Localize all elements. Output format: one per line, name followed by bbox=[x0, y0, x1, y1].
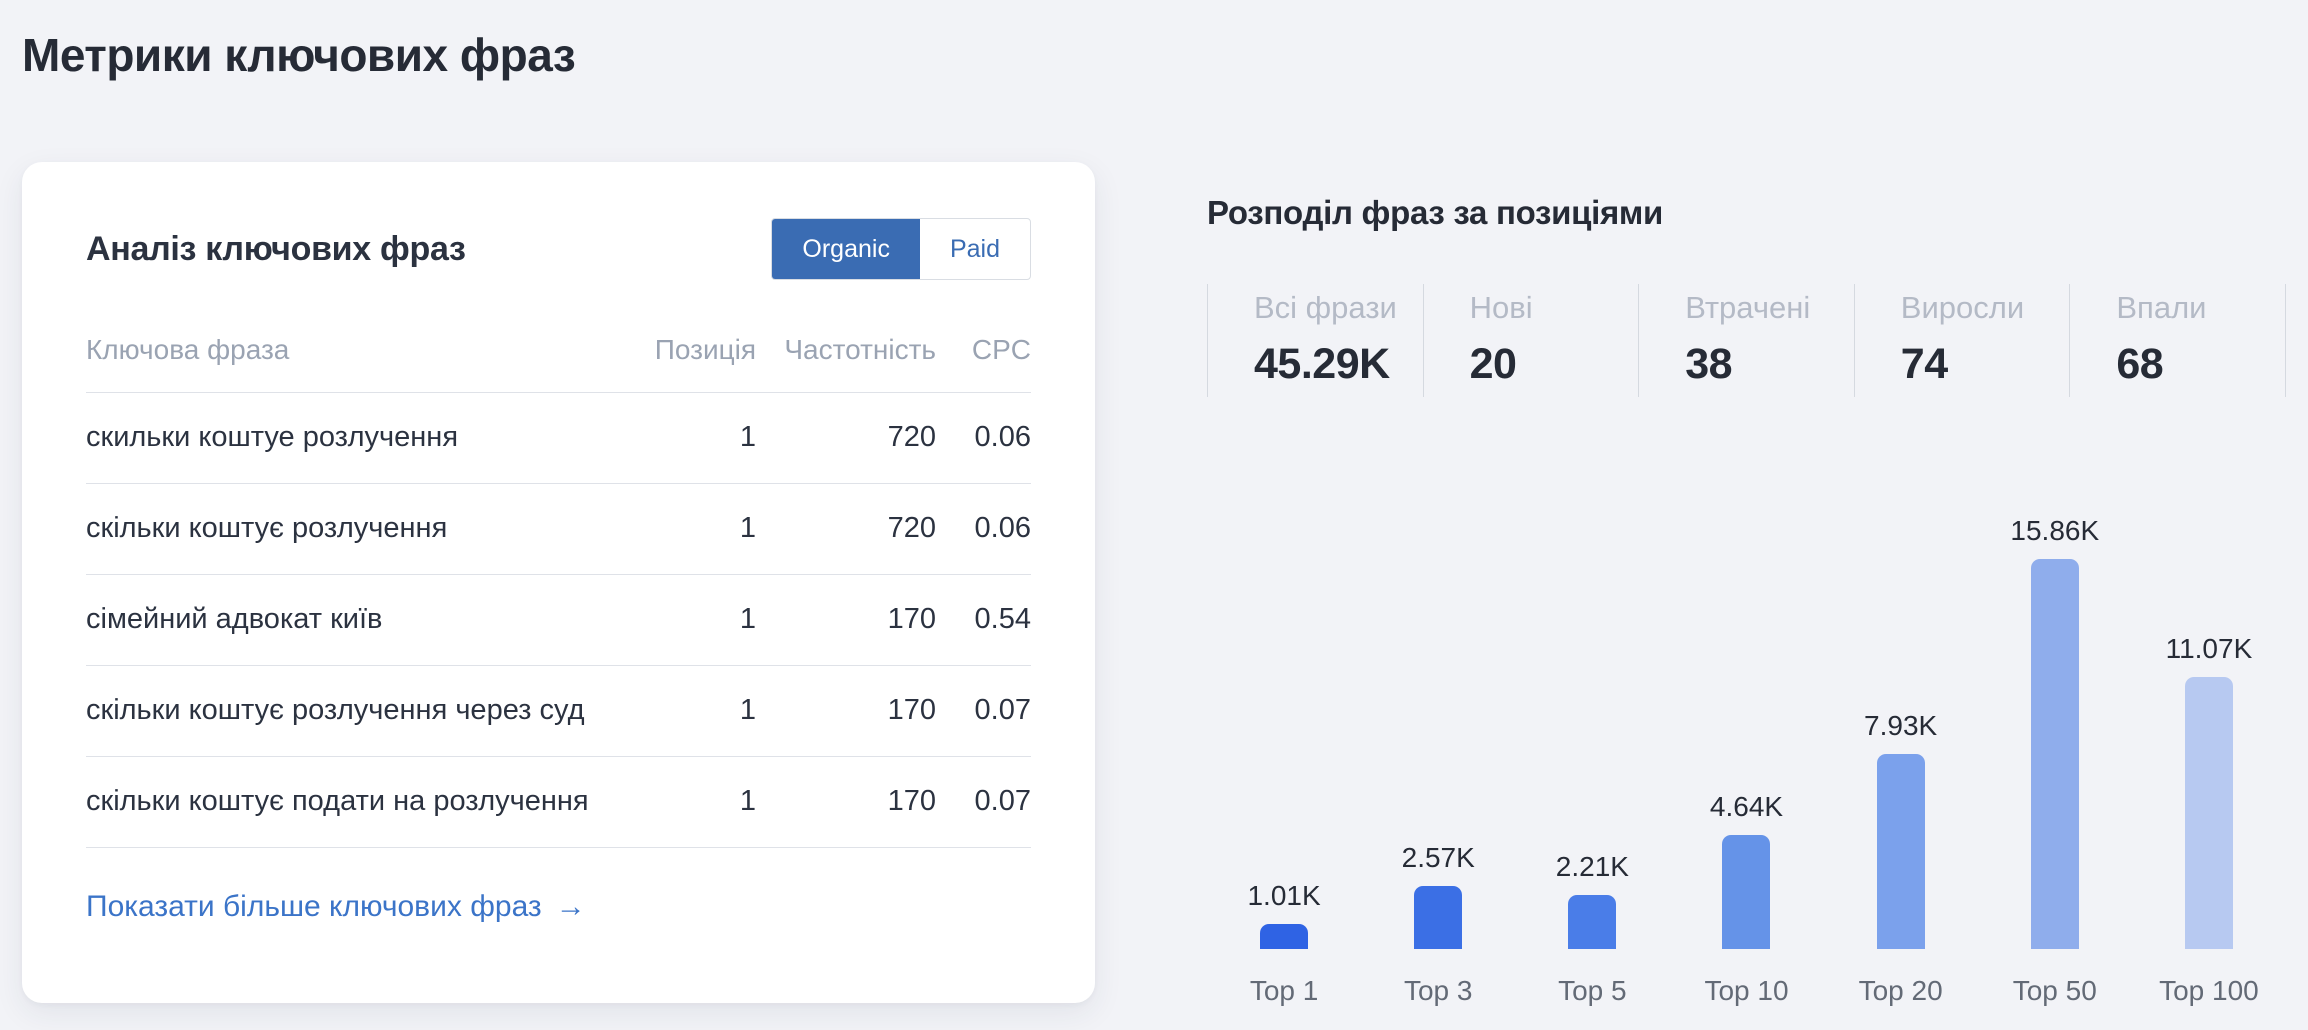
cell-position: 1 bbox=[621, 483, 756, 575]
chart-bar[interactable] bbox=[1722, 835, 1771, 949]
bar-value-label: 15.86K bbox=[2010, 515, 2100, 546]
chart-bar-column: 4.64K Top 10 bbox=[1669, 791, 1823, 1007]
chart-bar[interactable] bbox=[1414, 886, 1463, 949]
cell-cpc: 0.07 bbox=[936, 756, 1031, 848]
keyword-analysis-card: Аналіз ключових фраз Organic Paid Ключов… bbox=[22, 162, 1095, 1003]
bar-category-label: Top 100 bbox=[2159, 975, 2259, 1006]
table-header-row: Ключова фраза Позиція Частотність CPC bbox=[86, 334, 1031, 393]
stat-value: 45.29K bbox=[1254, 340, 1390, 388]
stat-label: Втрачені bbox=[1685, 290, 1811, 325]
stat-improved: Виросли 74 bbox=[1853, 284, 2070, 397]
cell-phrase: скильки коштуе розлучення bbox=[86, 392, 621, 484]
header-cpc: CPC bbox=[936, 334, 1031, 393]
cell-cpc: 0.07 bbox=[936, 665, 1031, 757]
positions-bar-chart: 1.01K Top 1 2.57K Top 3 2.21K Top 5 4.64… bbox=[1207, 515, 2286, 1007]
bar-category-label: Top 5 bbox=[1558, 975, 1627, 1006]
bar-category-label: Top 50 bbox=[2012, 975, 2097, 1006]
card-title: Аналіз ключових фраз bbox=[86, 229, 466, 268]
distribution-panel: Розподіл фраз за позиціями Всі фрази 45.… bbox=[1207, 162, 2286, 1007]
bar-category-label: Top 20 bbox=[1858, 975, 1943, 1006]
stat-value: 74 bbox=[1900, 340, 1948, 388]
chart-bar[interactable] bbox=[1876, 754, 1925, 949]
chart-bar[interactable] bbox=[2030, 559, 2079, 949]
cell-position: 1 bbox=[621, 756, 756, 848]
header-position: Позиція bbox=[621, 334, 756, 393]
organic-paid-toggle: Organic Paid bbox=[771, 218, 1031, 280]
chart-bar-column: 1.01K Top 1 bbox=[1207, 880, 1361, 1007]
bar-value-label: 1.01K bbox=[1247, 880, 1321, 911]
stat-value: 68 bbox=[2116, 340, 2164, 388]
stat-declined: Впали 68 bbox=[2069, 284, 2285, 397]
cell-frequency: 720 bbox=[756, 392, 936, 484]
table-row: скільки коштує розлучення 1 720 0.06 bbox=[86, 483, 1031, 575]
stat-label: Нові bbox=[1469, 290, 1533, 325]
stat-value: 38 bbox=[1685, 340, 1733, 388]
phrase-stats-row: Всі фрази 45.29K Нові 20 Втрачені 38 Вир… bbox=[1207, 284, 2286, 397]
table-row: скільки коштує подати на розлучення 1 17… bbox=[86, 756, 1031, 848]
chart-bar-column: 2.57K Top 3 bbox=[1361, 842, 1515, 1007]
header-phrase: Ключова фраза bbox=[86, 334, 621, 393]
card-header: Аналіз ключових фраз Organic Paid bbox=[86, 218, 1031, 280]
cell-frequency: 170 bbox=[756, 665, 936, 757]
bar-value-label: 11.07K bbox=[2165, 633, 2253, 664]
table-row: сімейний адвокат київ 1 170 0.54 bbox=[86, 574, 1031, 666]
cell-frequency: 170 bbox=[756, 756, 936, 848]
stat-new: Нові 20 bbox=[1422, 284, 1639, 397]
show-more-label: Показати більше ключових фраз bbox=[86, 890, 542, 923]
stat-label: Всі фрази bbox=[1254, 290, 1397, 325]
show-more-keywords-link[interactable]: Показати більше ключових фраз → bbox=[86, 890, 586, 924]
chart-bar-column: 7.93K Top 20 bbox=[1824, 710, 1978, 1007]
cell-phrase: скільки коштує подати на розлучення bbox=[86, 756, 621, 848]
cell-cpc: 0.06 bbox=[936, 392, 1031, 484]
bar-category-label: Top 1 bbox=[1249, 975, 1319, 1006]
cell-cpc: 0.06 bbox=[936, 483, 1031, 575]
table-row: скильки коштуе розлучення 1 720 0.06 bbox=[86, 392, 1031, 484]
table-row: скільки коштує розлучення через суд 1 17… bbox=[86, 665, 1031, 757]
cell-frequency: 170 bbox=[756, 574, 936, 666]
chart-bar[interactable] bbox=[2184, 677, 2233, 949]
page-title: Метрики ключових фраз bbox=[22, 29, 576, 81]
bar-category-label: Top 3 bbox=[1403, 975, 1473, 1006]
bar-value-label: 4.64K bbox=[1709, 791, 1784, 822]
bar-value-label: 7.93K bbox=[1864, 710, 1938, 741]
distribution-title: Розподіл фраз за позиціями bbox=[1207, 194, 1664, 231]
bar-value-label: 2.57K bbox=[1401, 842, 1475, 873]
cell-position: 1 bbox=[621, 392, 756, 484]
cell-phrase: сімейний адвокат київ bbox=[86, 574, 621, 666]
cell-frequency: 720 bbox=[756, 483, 936, 575]
cell-phrase: скільки коштує розлучення bbox=[86, 483, 621, 575]
stat-label: Виросли bbox=[1900, 290, 2025, 325]
arrow-right-icon: → bbox=[555, 890, 586, 923]
cell-position: 1 bbox=[621, 574, 756, 666]
cell-position: 1 bbox=[621, 665, 756, 757]
cell-phrase: скільки коштує розлучення через суд bbox=[86, 665, 621, 757]
header-frequency: Частотність bbox=[756, 334, 936, 393]
chart-bar-column: 2.21K Top 5 bbox=[1515, 851, 1669, 1007]
chart-bar[interactable] bbox=[1568, 895, 1617, 949]
stat-lost: Втрачені 38 bbox=[1638, 284, 1854, 397]
stat-all-phrases: Всі фрази 45.29K bbox=[1207, 284, 1423, 397]
toggle-organic-button[interactable]: Organic bbox=[772, 219, 920, 279]
chart-bar-column: 11.07K Top 100 bbox=[2132, 633, 2286, 1007]
chart-bar[interactable] bbox=[1260, 924, 1309, 949]
cell-cpc: 0.54 bbox=[936, 574, 1031, 666]
toggle-paid-button[interactable]: Paid bbox=[920, 219, 1030, 279]
stat-value: 20 bbox=[1469, 340, 1517, 388]
chart-bar-column: 15.86K Top 50 bbox=[1978, 515, 2132, 1007]
main-layout: Аналіз ключових фраз Organic Paid Ключов… bbox=[22, 162, 2286, 1007]
keywords-table: Ключова фраза Позиція Частотність CPC ск… bbox=[86, 334, 1031, 848]
bar-category-label: Top 10 bbox=[1704, 975, 1789, 1006]
bar-value-label: 2.21K bbox=[1555, 851, 1629, 882]
stat-label: Впали bbox=[2116, 290, 2207, 325]
